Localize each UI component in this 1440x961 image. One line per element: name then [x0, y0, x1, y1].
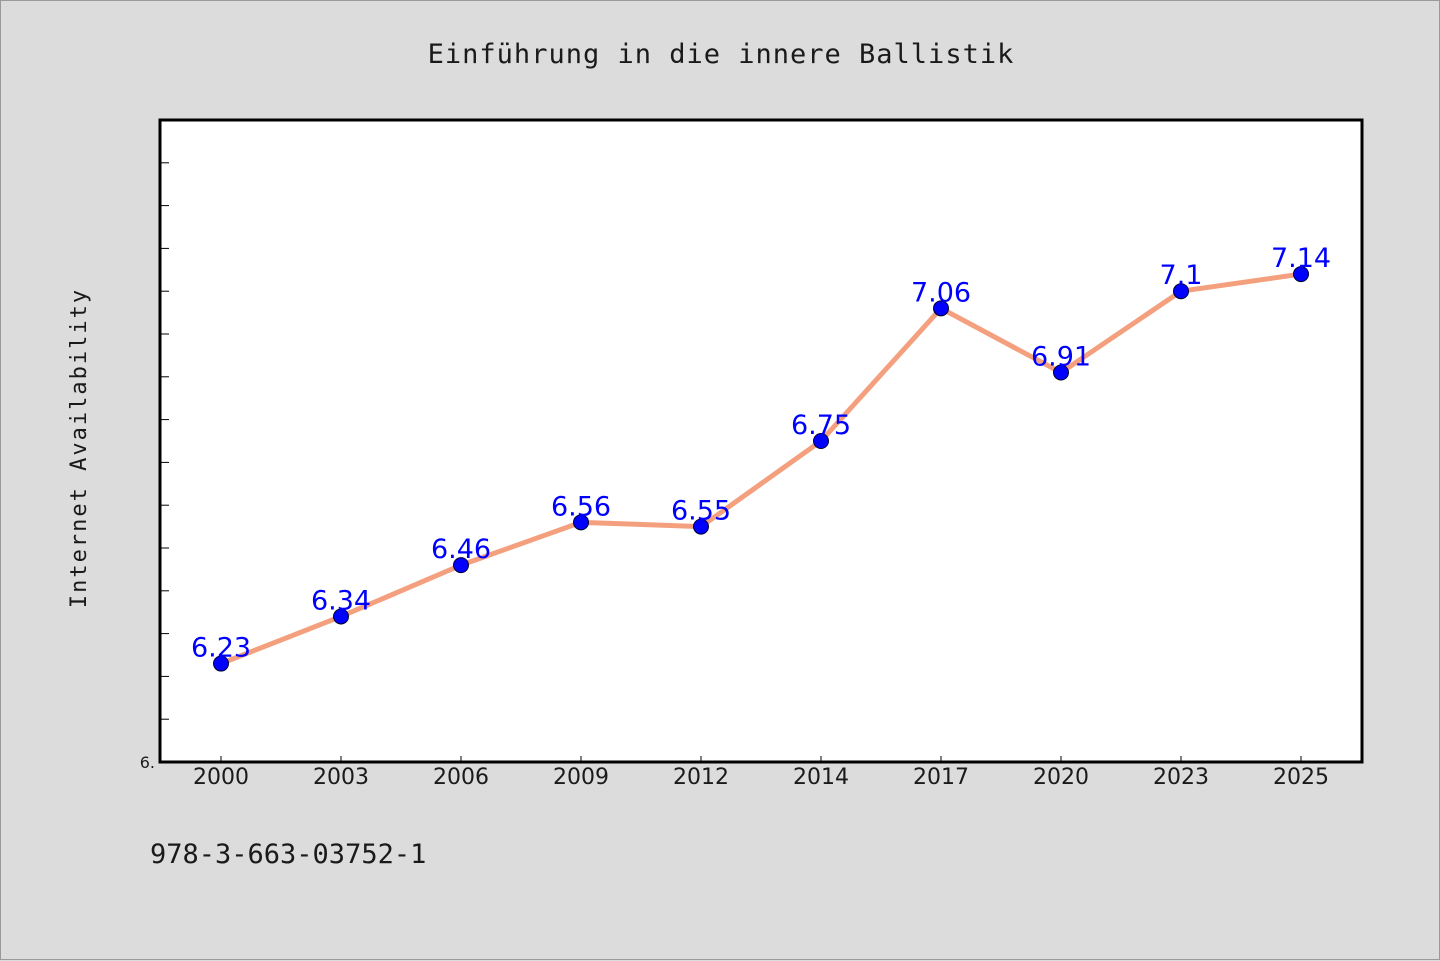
- x-tick-label: 2017: [913, 765, 969, 790]
- data-point: [1053, 364, 1069, 381]
- data-point: [693, 518, 709, 535]
- y-tick-label: 6.: [140, 753, 155, 772]
- isbn-footer: 978-3-663-03752-1: [150, 839, 426, 870]
- data-label: 6.46: [431, 534, 491, 565]
- data-label: 7.1: [1160, 260, 1203, 291]
- x-tick-label: 2023: [1153, 765, 1209, 790]
- data-label: 6.23: [191, 633, 251, 664]
- data-label: 6.56: [551, 491, 611, 522]
- x-axis-ticks: 2000 2003 2006 2009 2012 2014 2017 2020 2023 2025: [193, 756, 1329, 790]
- chart-title: Einführung in die innere Ballistik: [428, 39, 1015, 70]
- data-label: 7.14: [1271, 243, 1331, 274]
- x-tick-label: 2025: [1273, 765, 1329, 790]
- data-label: 7.06: [911, 277, 971, 308]
- data-label: 6.34: [311, 585, 371, 616]
- data-markers: [213, 266, 1309, 672]
- data-point: [933, 300, 949, 317]
- plot-area: [158, 118, 1364, 764]
- data-point: [213, 655, 229, 672]
- x-tick-label: 2012: [673, 765, 729, 790]
- data-point: [453, 557, 469, 574]
- data-point: [1173, 283, 1189, 300]
- x-tick-label: 2009: [553, 765, 609, 790]
- y-axis-ticks: [160, 162, 169, 720]
- data-label: 6.91: [1031, 342, 1091, 373]
- data-label: 6.55: [671, 496, 731, 527]
- data-labels: 6.23 6.34 6.46 6.56 6.55 6.75 7.06 6.91 7.1 7.14: [191, 243, 1331, 663]
- x-tick-label: 2020: [1033, 765, 1089, 790]
- data-point: [573, 514, 589, 531]
- x-tick-label: 2000: [193, 765, 249, 790]
- data-point: [333, 608, 349, 625]
- x-tick-label: 2014: [793, 765, 849, 790]
- series-line: [218, 271, 1304, 667]
- data-point: [813, 433, 829, 449]
- y-axis-label: Internet Availability: [67, 288, 92, 608]
- data-label: 6.75: [791, 410, 851, 441]
- x-tick-label: 2003: [313, 765, 369, 790]
- x-tick-label: 2006: [433, 765, 489, 790]
- data-point: [1293, 266, 1309, 283]
